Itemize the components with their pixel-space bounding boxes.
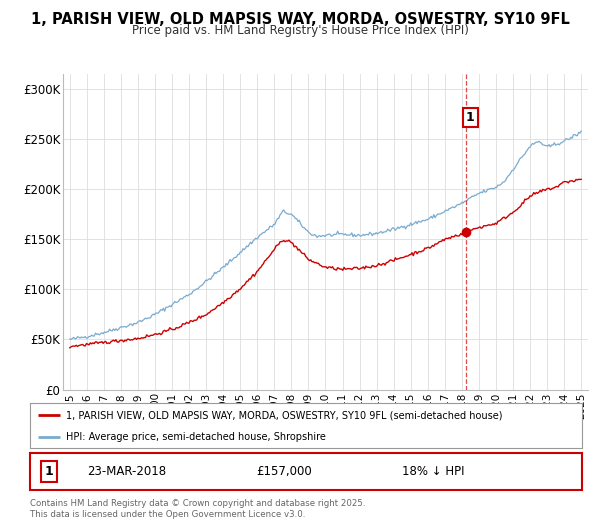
Text: £157,000: £157,000 bbox=[256, 465, 312, 478]
Text: Contains HM Land Registry data © Crown copyright and database right 2025.: Contains HM Land Registry data © Crown c… bbox=[30, 499, 365, 508]
Text: HPI: Average price, semi-detached house, Shropshire: HPI: Average price, semi-detached house,… bbox=[66, 431, 326, 441]
Text: 18% ↓ HPI: 18% ↓ HPI bbox=[402, 465, 464, 478]
Text: 1, PARISH VIEW, OLD MAPSIS WAY, MORDA, OSWESTRY, SY10 9FL (semi-detached house): 1, PARISH VIEW, OLD MAPSIS WAY, MORDA, O… bbox=[66, 410, 502, 420]
Text: 1: 1 bbox=[45, 465, 53, 478]
Text: Price paid vs. HM Land Registry's House Price Index (HPI): Price paid vs. HM Land Registry's House … bbox=[131, 24, 469, 37]
Text: 1: 1 bbox=[466, 111, 475, 123]
Text: This data is licensed under the Open Government Licence v3.0.: This data is licensed under the Open Gov… bbox=[30, 510, 305, 519]
Text: 23-MAR-2018: 23-MAR-2018 bbox=[87, 465, 166, 478]
Text: 1, PARISH VIEW, OLD MAPSIS WAY, MORDA, OSWESTRY, SY10 9FL: 1, PARISH VIEW, OLD MAPSIS WAY, MORDA, O… bbox=[31, 12, 569, 27]
